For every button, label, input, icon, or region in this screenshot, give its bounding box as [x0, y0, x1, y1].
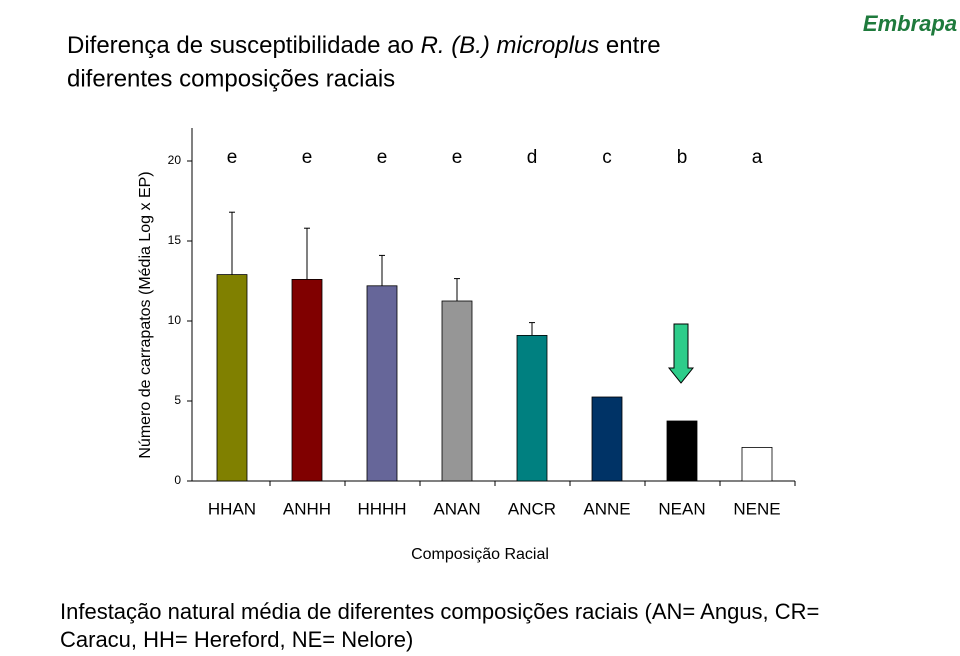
caption: Caracu, HH= Hereford, NE= Nelore) [60, 627, 413, 652]
significance-letter: e [377, 147, 388, 168]
y-tick-label: 5 [174, 393, 181, 407]
y-tick-label: 15 [168, 233, 182, 247]
x-tick-label: ANHH [283, 499, 331, 518]
bar [666, 420, 698, 482]
bar [291, 278, 323, 482]
significance-letter: b [677, 147, 688, 168]
bar [516, 334, 548, 482]
y-tick-label: 0 [174, 473, 181, 487]
title-line: diferentes composições raciais [67, 65, 395, 92]
x-tick-label: ANCR [508, 499, 556, 518]
logo: Embrapa [863, 11, 957, 36]
x-tick-label: ANAN [433, 499, 480, 518]
x-tick-label: NENE [733, 499, 780, 518]
x-tick-label: NEAN [658, 499, 705, 518]
bar [591, 396, 623, 482]
significance-letter: e [452, 147, 463, 168]
x-tick-label: ANNE [583, 499, 630, 518]
significance-letter: e [227, 147, 238, 168]
y-axis-label: Número de carrapatos (Média Log x EP) [137, 171, 154, 458]
title-line: Diferença de susceptibilidade ao R. (B.)… [67, 32, 661, 59]
x-axis-label: Composição Racial [411, 546, 549, 563]
significance-letter: e [302, 147, 313, 168]
x-tick-label: HHAN [208, 499, 256, 518]
y-tick-label: 20 [168, 153, 182, 167]
y-tick-label: 10 [168, 313, 182, 327]
highlight-arrow [667, 323, 695, 384]
x-tick-label: HHHH [357, 499, 406, 518]
significance-letter: a [752, 147, 763, 168]
bar [366, 285, 398, 482]
significance-letter: c [602, 147, 612, 168]
bar [441, 300, 473, 482]
bar [216, 274, 248, 482]
bar [741, 446, 773, 482]
significance-letter: d [527, 147, 538, 168]
caption: Infestação natural média de diferentes c… [60, 599, 819, 624]
